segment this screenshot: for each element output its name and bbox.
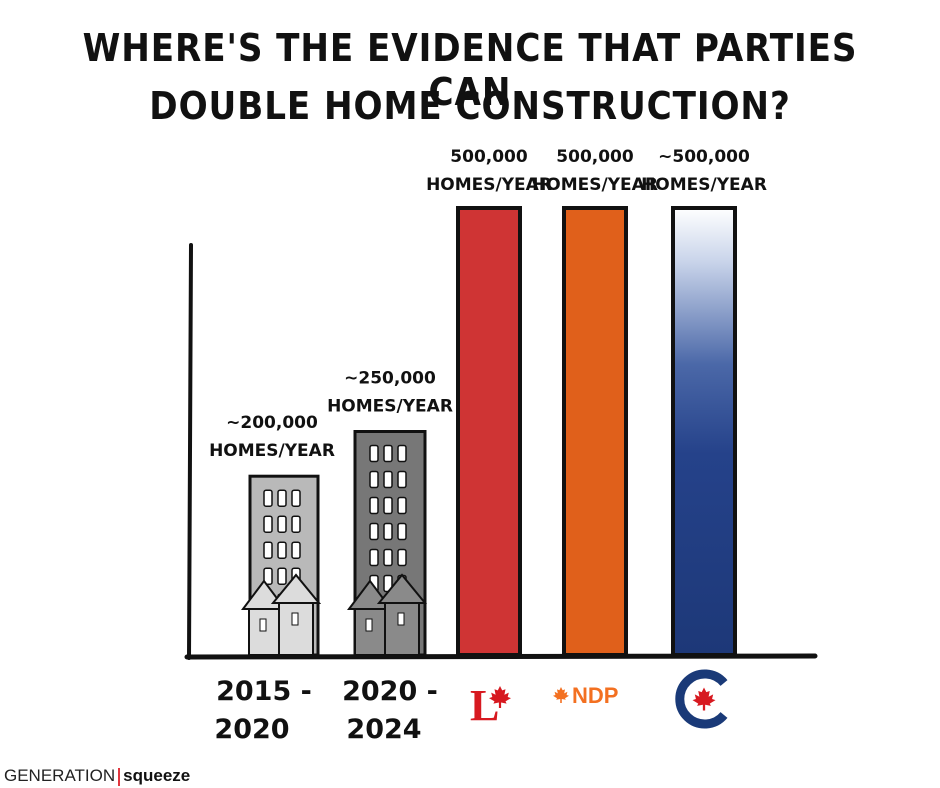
value-unit-label-5: Homes/Year — [641, 175, 767, 195]
value-unit-label-1: Homes/Year — [209, 441, 335, 461]
category-label-1-line-1: 2015 - — [216, 676, 312, 707]
conservative-logo — [675, 669, 728, 729]
value-unit-label-4: Homes/Year — [532, 175, 658, 195]
bar-ndp — [562, 206, 628, 657]
category-label-1-line-2: 2020 — [214, 714, 289, 745]
generation-squeeze-logo: GENERATION squeeze — [0, 764, 195, 788]
value-label-2: ~250,000 — [344, 369, 436, 389]
value-unit-label-2: Homes/Year — [327, 397, 453, 417]
category-label-2-line-2: 2024 — [346, 714, 421, 745]
x-axis-line — [184, 653, 818, 660]
chart-title-line-2: double home construction? — [149, 84, 791, 128]
bar-building-2 — [347, 430, 428, 657]
ndp-logo-text: NDP — [572, 683, 618, 708]
bar-conservative — [671, 206, 737, 657]
bar-liberal — [456, 206, 522, 657]
value-label-3: 500,000 — [450, 147, 528, 167]
ndp-logo: NDP — [553, 683, 618, 708]
bar-building-1 — [241, 474, 322, 657]
y-axis-line — [187, 243, 193, 660]
liberal-logo: L — [470, 681, 511, 730]
brand-text-squeeze: squeeze — [123, 766, 191, 785]
value-unit-label-3: Homes/Year — [426, 175, 552, 195]
liberal-logo-text: L — [470, 681, 499, 730]
value-label-4: 500,000 — [556, 147, 634, 167]
brand-separator — [118, 767, 121, 786]
category-label-2-line-1: 2020 - — [342, 676, 438, 707]
chart-title-line-1: Where's the evidence that parties can — [82, 26, 858, 114]
value-label-5: ~500,000 — [658, 147, 750, 167]
brand-text-generation: GENERATION — [4, 766, 116, 785]
value-label-1: ~200,000 — [226, 413, 318, 433]
